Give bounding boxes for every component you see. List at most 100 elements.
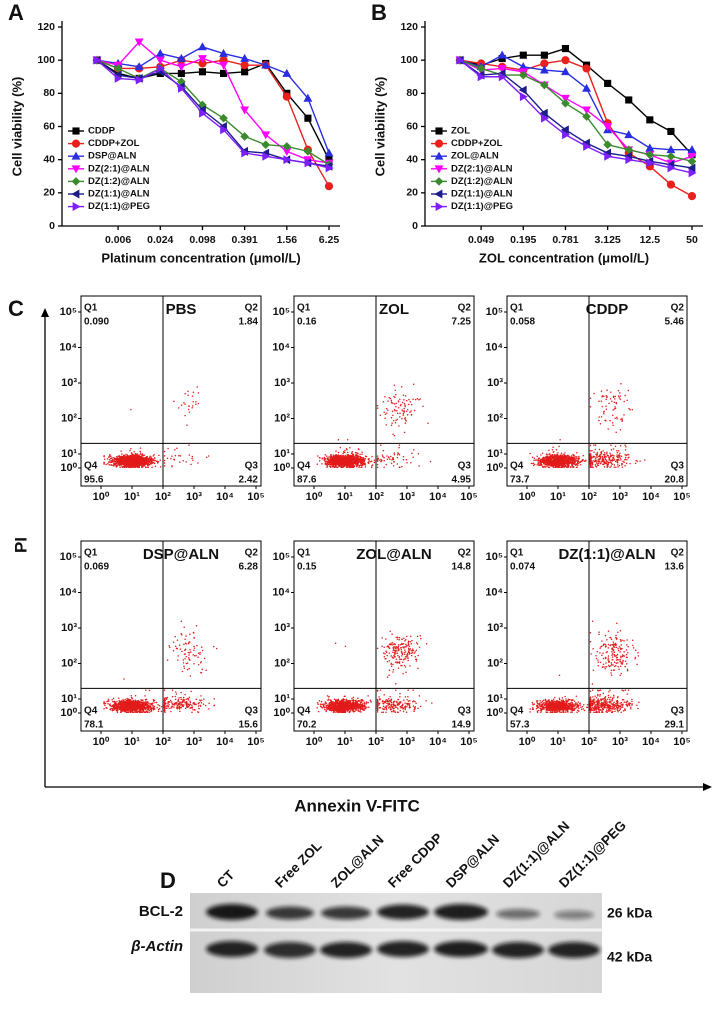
- event-dot: [593, 451, 595, 453]
- event-dot: [404, 418, 406, 420]
- event-dot: [387, 400, 389, 402]
- event-dot: [618, 397, 620, 399]
- event-dot: [621, 466, 624, 469]
- event-dot: [631, 408, 634, 411]
- event-dot: [613, 455, 615, 457]
- event-dot: [609, 459, 612, 462]
- event-dot: [399, 398, 401, 401]
- band: [321, 906, 371, 920]
- event-dot: [175, 701, 177, 704]
- event-dot: [187, 390, 189, 393]
- event-dot: [371, 464, 374, 466]
- event-dot: [360, 462, 362, 465]
- legend-marker: [435, 127, 443, 135]
- event-dot: [177, 698, 180, 701]
- event-dot: [418, 399, 420, 401]
- event-dot: [603, 413, 605, 415]
- event-dot: [163, 706, 166, 709]
- event-dot: [407, 403, 410, 406]
- event-dot: [392, 456, 394, 459]
- event-dot: [113, 456, 115, 459]
- event-dot: [159, 466, 162, 468]
- event-dot: [190, 463, 192, 466]
- marker: [561, 44, 570, 53]
- marker: [519, 51, 527, 59]
- event-dot: [134, 466, 136, 469]
- event-dot: [142, 463, 145, 466]
- event-dot: [400, 403, 402, 406]
- event-dot: [195, 698, 197, 701]
- event-dot: [594, 464, 597, 466]
- event-dot: [554, 463, 557, 465]
- event-dot: [393, 453, 396, 456]
- event-dot: [325, 457, 327, 460]
- event-dot: [620, 459, 622, 461]
- event-dot: [188, 405, 190, 407]
- y-tick-label: 10⁵: [486, 306, 503, 318]
- event-dot: [404, 405, 407, 408]
- event-dot: [552, 446, 554, 449]
- event-dot: [619, 457, 622, 460]
- band: [206, 904, 258, 920]
- marker: [687, 152, 697, 161]
- legend-marker: [71, 177, 81, 186]
- event-dot: [112, 700, 114, 703]
- event-dot: [382, 401, 385, 403]
- event-dot: [335, 460, 338, 462]
- legend-marker: [434, 189, 443, 199]
- event-dot: [589, 466, 592, 469]
- event-dot: [564, 452, 566, 454]
- event-dot: [112, 459, 114, 462]
- event-dot: [544, 466, 547, 468]
- event-dot: [612, 414, 614, 417]
- event-dot: [136, 456, 139, 458]
- event-dot: [384, 395, 386, 398]
- event-dot: [124, 462, 127, 464]
- event-dot: [125, 464, 128, 467]
- event-dot: [103, 463, 105, 465]
- event-dot: [125, 463, 128, 465]
- event-dot: [565, 457, 568, 459]
- event-dot: [195, 624, 198, 627]
- event-dot: [333, 460, 336, 462]
- event-dot: [176, 639, 179, 641]
- event-dot: [614, 398, 616, 400]
- legend-marker: [435, 202, 444, 212]
- event-dot: [615, 466, 617, 469]
- event-dot: [171, 689, 174, 691]
- event-dot: [591, 449, 593, 452]
- event-dot: [546, 459, 548, 462]
- event-dot: [613, 464, 616, 466]
- event-dot: [602, 457, 604, 459]
- event-dot: [199, 651, 201, 654]
- event-dot: [326, 457, 329, 459]
- event-dot: [171, 455, 173, 457]
- event-dot: [193, 647, 196, 649]
- x-tick-label: 10¹: [124, 491, 140, 503]
- event-dot: [125, 466, 128, 468]
- event-dot: [204, 704, 207, 707]
- marker: [262, 151, 271, 161]
- marker: [155, 56, 165, 65]
- event-dot: [197, 402, 200, 405]
- event-dot: [163, 459, 166, 462]
- x-tick-label: 10⁰: [519, 491, 536, 503]
- event-dot: [364, 462, 366, 465]
- marker: [261, 60, 271, 69]
- event-dot: [579, 461, 581, 463]
- event-dot: [627, 457, 629, 459]
- event-dot: [532, 464, 535, 467]
- event-dot: [395, 393, 397, 396]
- event-dot: [335, 462, 337, 464]
- event-dot: [574, 456, 577, 458]
- event-dot: [591, 463, 594, 465]
- event-dot: [361, 466, 363, 468]
- event-dot: [138, 464, 141, 466]
- event-dot: [387, 456, 390, 458]
- event-dot: [403, 407, 405, 410]
- blot-row-label: β-Actin: [130, 938, 183, 955]
- event-dot: [569, 466, 572, 468]
- event-dot: [556, 464, 558, 467]
- event-dot: [181, 703, 183, 706]
